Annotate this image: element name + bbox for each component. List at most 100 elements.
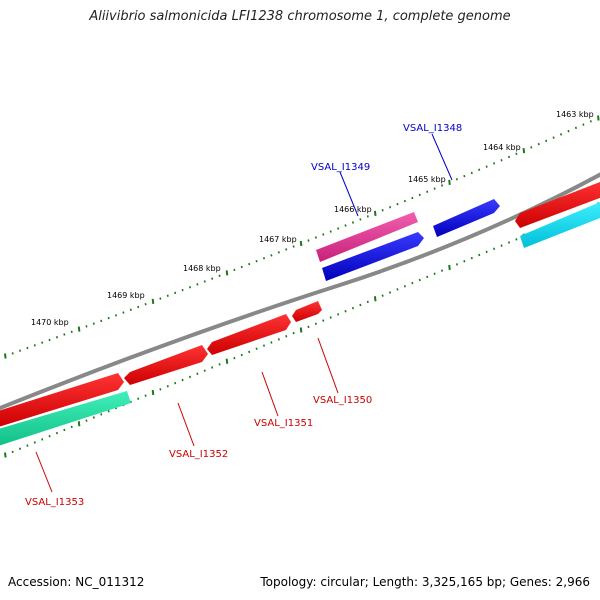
ruler-tick — [440, 269, 444, 272]
ruler-tick — [307, 325, 310, 329]
gene-arrow-vsal-i1351[interactable] — [207, 314, 291, 355]
green-feature[interactable] — [0, 391, 131, 447]
ruler-tick — [418, 278, 421, 282]
ruler-tick — [322, 233, 325, 236]
ruler-tick — [151, 389, 155, 396]
leader-line — [431, 133, 453, 181]
ruler-tick — [448, 179, 451, 185]
kbp-label: 1463 kbp — [556, 110, 594, 119]
ruler-tick — [48, 435, 51, 438]
genome-summary: Topology: circular; Length: 3,325,165 bp… — [260, 575, 590, 589]
ruler-tick — [144, 302, 147, 306]
ruler-tick — [537, 142, 540, 146]
cyan-feature[interactable] — [520, 200, 600, 248]
ruler-tick — [33, 441, 36, 444]
ruler-tick — [262, 257, 266, 260]
ruler-tick — [366, 300, 369, 304]
ruler-tick — [218, 363, 221, 366]
gene-label-vsal-i1350[interactable]: VSAL_I1350 — [313, 395, 372, 406]
ruler-tick — [373, 296, 377, 302]
ruler-tick — [485, 165, 488, 168]
ruler-tick — [255, 347, 258, 350]
red-feature-right[interactable] — [515, 180, 600, 228]
ruler-tick — [122, 311, 125, 314]
ruler-tick — [478, 168, 481, 171]
leader-line — [177, 402, 195, 447]
ruler-tick — [455, 263, 458, 266]
ruler-tick — [433, 187, 436, 190]
ruler-tick — [18, 447, 22, 450]
ruler-tick — [522, 147, 526, 154]
ruler-tick — [41, 341, 44, 344]
ruler-tick — [440, 184, 444, 187]
ruler-tick — [211, 277, 214, 280]
ruler-tick — [411, 281, 414, 285]
ruler-tick — [470, 171, 473, 175]
ruler-tick — [77, 421, 81, 427]
ruler-tick — [344, 310, 347, 313]
gene-label-vsal-i1348[interactable]: VSAL_I1348 — [403, 123, 462, 134]
ruler-tick — [507, 155, 511, 159]
gene-arrow-vsal-i1348[interactable] — [433, 199, 500, 237]
ruler-tick — [396, 288, 399, 291]
ruler-tick — [248, 350, 251, 354]
ruler-tick — [545, 139, 548, 143]
ruler-tick — [389, 205, 392, 209]
ruler-tick — [166, 294, 169, 297]
ruler-tick — [277, 251, 280, 254]
ruler-tick — [129, 400, 132, 404]
ruler-tick — [26, 444, 29, 447]
ruler-tick — [426, 190, 429, 193]
ruler-tick — [55, 336, 59, 339]
gene-arrow-vsal-i1352[interactable] — [124, 345, 208, 385]
ruler-tick — [589, 120, 592, 123]
ruler-tick — [270, 341, 273, 344]
gene-arrow-vsal-i1350[interactable] — [292, 301, 322, 322]
ruler-tick — [403, 285, 406, 288]
gene-label-vsal-i1349[interactable]: VSAL_I1349 — [311, 162, 370, 173]
ruler-tick — [181, 378, 184, 382]
leader-line — [339, 171, 359, 217]
leader-line — [317, 337, 339, 394]
ruler-tick — [337, 313, 340, 316]
ruler-tick — [559, 133, 563, 136]
ruler-tick — [507, 241, 511, 244]
ruler-tick — [240, 353, 243, 357]
ruler-tick — [26, 346, 29, 350]
kbp-label: 1469 kbp — [107, 291, 145, 300]
ruler-tick — [314, 236, 317, 239]
ruler-tick — [373, 210, 377, 216]
accession-text: Accession: NC_011312 — [8, 575, 145, 589]
ruler-tick — [203, 369, 206, 372]
genome-backbone — [0, 172, 600, 411]
ruler-tick — [530, 146, 533, 149]
magenta-feature[interactable] — [316, 212, 418, 262]
ruler-tick — [63, 428, 66, 432]
ruler-tick — [92, 322, 95, 325]
ruler-tick — [181, 288, 184, 292]
ruler-tick — [285, 248, 288, 251]
ruler-tick — [233, 356, 236, 360]
ruler-tick — [418, 193, 421, 197]
ruler-tick — [292, 331, 295, 335]
ruler-tick — [478, 253, 481, 257]
ruler-tick — [70, 425, 73, 429]
ruler-tick — [515, 152, 518, 156]
ruler-tick — [337, 227, 340, 230]
gene-arrow-vsal-i1349[interactable] — [322, 232, 424, 281]
kbp-label: 1470 kbp — [31, 318, 69, 327]
inner-ruler — [4, 202, 600, 458]
gene-label-vsal-i1352[interactable]: VSAL_I1352 — [169, 449, 228, 460]
gene-label-vsal-i1353[interactable]: VSAL_I1353 — [25, 497, 84, 508]
ruler-tick — [322, 319, 325, 322]
ruler-tick — [574, 126, 578, 130]
gene-arrow-vsal-i1353[interactable] — [0, 373, 124, 428]
gene-label-vsal-i1351[interactable]: VSAL_I1351 — [254, 418, 313, 429]
ruler-tick — [63, 333, 66, 336]
ruler-tick — [85, 325, 88, 328]
ruler-tick — [196, 283, 199, 286]
ruler-tick — [188, 375, 192, 379]
ruler-tick — [582, 123, 585, 126]
ruler-tick — [174, 381, 177, 385]
